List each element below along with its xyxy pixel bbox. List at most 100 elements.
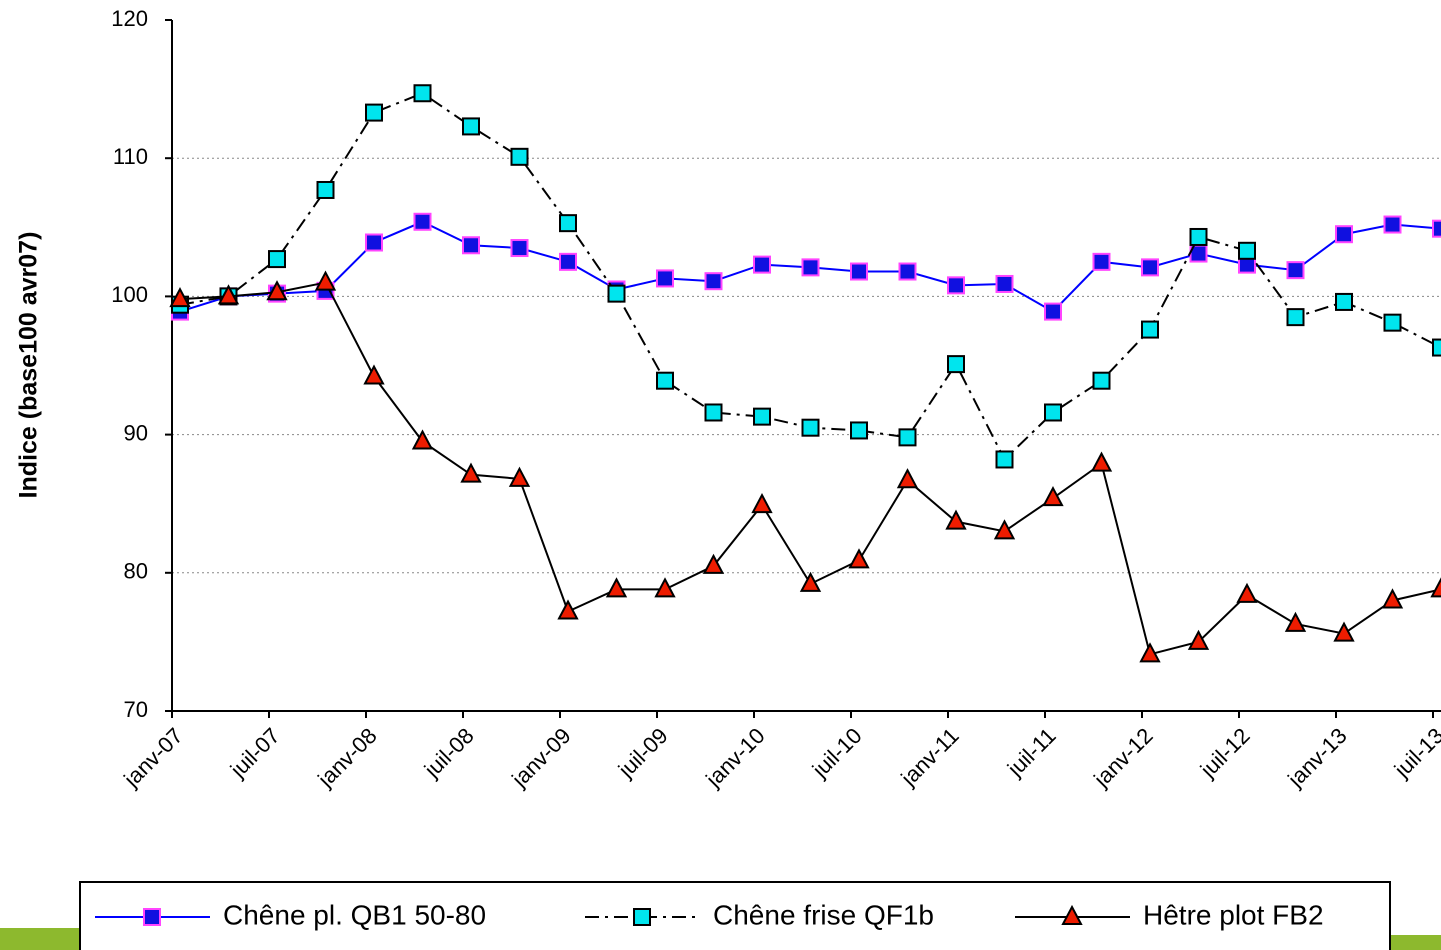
point xyxy=(753,255,771,274)
point xyxy=(559,214,577,233)
point xyxy=(1092,371,1111,390)
point xyxy=(1286,308,1305,327)
point xyxy=(1381,588,1404,609)
point xyxy=(896,468,919,489)
x-tick-label: juil-07 xyxy=(225,723,285,783)
point xyxy=(363,364,385,385)
point xyxy=(1141,320,1159,339)
point xyxy=(654,577,676,598)
point xyxy=(510,147,529,166)
point xyxy=(848,548,870,569)
point xyxy=(751,492,773,514)
point xyxy=(462,236,480,255)
x-tick-label: juil-08 xyxy=(419,723,479,783)
point xyxy=(898,428,917,447)
legend-marker xyxy=(633,908,651,926)
point xyxy=(411,429,434,450)
legend-label: Hêtre plot FB2 xyxy=(1143,899,1324,930)
x-tick-label: juil-11 xyxy=(1002,723,1061,782)
point xyxy=(316,180,335,199)
x-tick-label: janv-12 xyxy=(1088,723,1157,792)
point xyxy=(1187,629,1210,650)
y-tick-label: 110 xyxy=(113,144,148,169)
point xyxy=(656,371,674,390)
point xyxy=(508,466,531,487)
point xyxy=(995,450,1014,469)
x-tick-label: janv-13 xyxy=(1282,723,1351,792)
point xyxy=(656,269,674,288)
point xyxy=(1092,252,1111,271)
x-tick-label: janv-11 xyxy=(895,723,963,791)
x-tick-label: juil-10 xyxy=(807,723,867,783)
point xyxy=(898,262,917,281)
point xyxy=(314,270,337,291)
point xyxy=(1139,642,1161,663)
y-tick-label: 70 xyxy=(124,697,148,722)
point xyxy=(799,571,822,592)
point xyxy=(945,509,967,530)
point xyxy=(801,418,820,437)
point xyxy=(1335,292,1353,311)
point xyxy=(753,407,771,426)
point xyxy=(1286,261,1305,280)
point xyxy=(850,421,868,440)
y-tick-label: 90 xyxy=(124,420,148,445)
point xyxy=(995,274,1014,293)
legend-label: Chêne frise QF1b xyxy=(713,899,934,930)
point xyxy=(1432,338,1441,357)
decor-bar xyxy=(0,928,80,950)
point xyxy=(365,233,383,252)
point xyxy=(704,272,723,291)
x-tick-label: janv-08 xyxy=(312,723,381,792)
x-tick-label: janv-10 xyxy=(700,723,769,792)
point xyxy=(1430,577,1441,598)
x-tick-label: janv-09 xyxy=(506,723,575,792)
point xyxy=(460,462,482,483)
point xyxy=(947,355,965,374)
point xyxy=(413,84,432,103)
point xyxy=(607,284,626,303)
point xyxy=(462,117,480,136)
y-axis-label: Indice (base100 avr07) xyxy=(15,232,43,499)
point xyxy=(1383,215,1402,234)
y-tick-label: 100 xyxy=(111,282,148,307)
point xyxy=(268,250,286,269)
decor-bar xyxy=(1390,935,1441,950)
point xyxy=(1189,227,1208,246)
y-tick-label: 80 xyxy=(124,559,148,584)
point xyxy=(1044,403,1062,422)
x-tick-label: juil-12 xyxy=(1195,723,1255,783)
point xyxy=(169,287,191,308)
point xyxy=(1432,219,1441,238)
point xyxy=(702,553,725,574)
point xyxy=(557,599,579,620)
point xyxy=(605,577,628,598)
point xyxy=(993,519,1016,540)
point xyxy=(1335,225,1353,244)
point xyxy=(1042,486,1064,507)
point xyxy=(559,252,577,271)
point xyxy=(217,284,240,305)
point xyxy=(1284,611,1307,632)
point xyxy=(850,262,868,281)
point xyxy=(266,280,288,301)
legend-label: Chêne pl. QB1 50-80 xyxy=(223,899,486,930)
point xyxy=(1090,451,1113,472)
y-tick-label: 120 xyxy=(111,6,148,31)
x-tick-label: juil-13 xyxy=(1389,723,1441,783)
legend-marker xyxy=(1061,904,1083,925)
legend xyxy=(79,881,1391,950)
x-tick-label: juil-09 xyxy=(613,723,673,783)
point xyxy=(1236,582,1258,603)
point xyxy=(413,212,432,231)
point xyxy=(510,239,529,258)
point xyxy=(1333,621,1355,642)
point xyxy=(365,103,383,122)
point xyxy=(1044,302,1062,321)
point xyxy=(1383,313,1402,332)
point xyxy=(1238,241,1256,260)
point xyxy=(1141,258,1159,277)
x-tick-label: janv-07 xyxy=(118,723,187,792)
point xyxy=(801,258,820,277)
